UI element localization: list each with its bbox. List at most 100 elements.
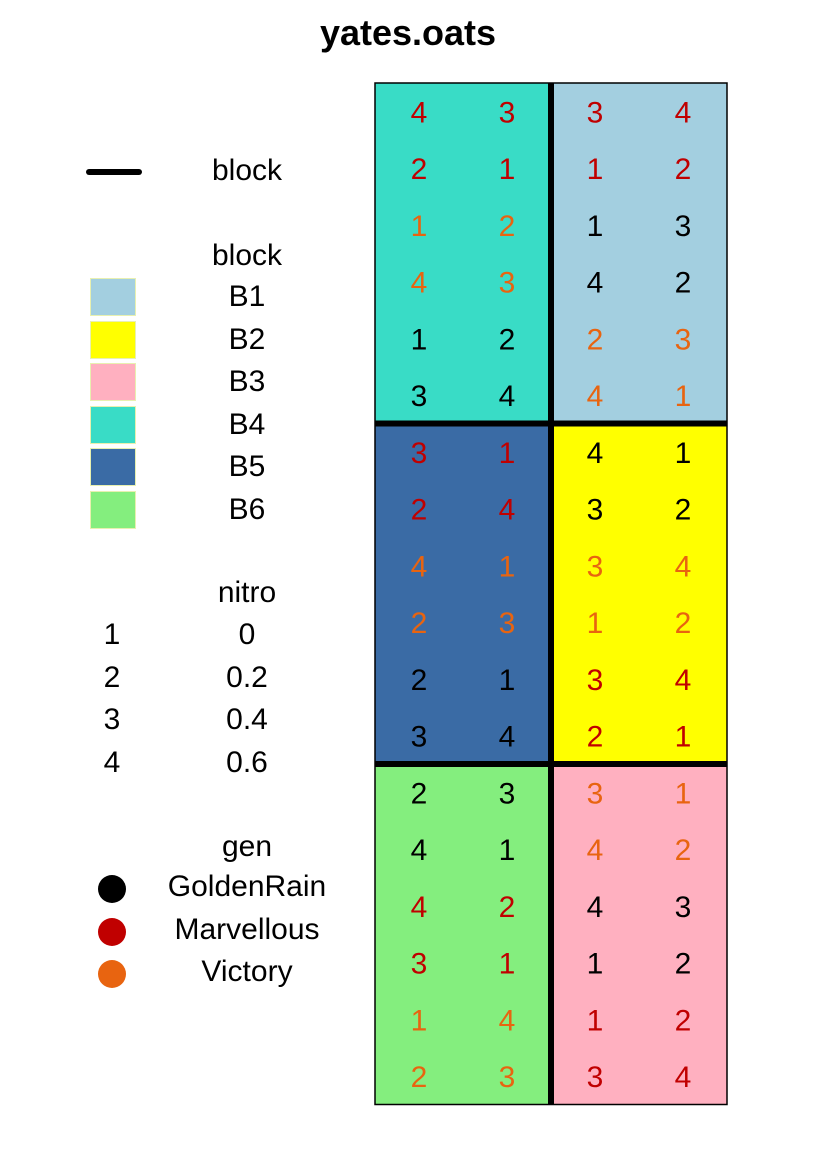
plot-cell: 3 <box>587 96 604 129</box>
block-region-b6 <box>375 764 551 1105</box>
plot-cell: 2 <box>411 153 428 186</box>
plot-cell: 4 <box>675 664 692 697</box>
nitro-value-2: 0.2 <box>226 660 268 694</box>
nitro-code-3: 3 <box>103 703 121 736</box>
plot-cell: 2 <box>587 323 604 356</box>
plot-cell: 2 <box>675 1004 692 1037</box>
plot-cell: 3 <box>499 96 516 129</box>
plot-cell: 1 <box>411 210 428 243</box>
plot-cell: 4 <box>675 1061 692 1094</box>
plot-cell: 4 <box>411 834 428 867</box>
block-swatch-b6 <box>90 490 136 529</box>
plot-cell: 3 <box>587 777 604 810</box>
block-region-b2 <box>551 423 727 764</box>
plot-cell: 3 <box>411 721 428 754</box>
plot-cell: 2 <box>499 891 516 924</box>
plot-cell: 2 <box>411 1061 428 1094</box>
plot-cell: 3 <box>675 323 692 356</box>
block-legend-label-b1: B1 <box>228 280 266 313</box>
nitro-value-3: 0.4 <box>226 703 268 736</box>
plot-cell: 2 <box>499 210 516 243</box>
block-legend-label-b2: B2 <box>228 322 266 356</box>
plot-cell: 2 <box>675 494 692 527</box>
block-region-b1 <box>551 83 727 424</box>
block-swatch-b1 <box>90 278 136 316</box>
plot-cell: 2 <box>411 607 428 640</box>
gen-dot-marvellous <box>98 917 126 946</box>
plot-cell: 1 <box>675 777 692 810</box>
plot-cell: 3 <box>411 948 428 981</box>
plot-cell: 1 <box>411 1004 428 1037</box>
plot-cell: 3 <box>499 1061 516 1094</box>
plot-cell: 3 <box>499 607 516 640</box>
plot-cell: 4 <box>499 494 516 527</box>
plot-cell: 3 <box>587 1061 604 1094</box>
plot-cell: 1 <box>675 437 692 470</box>
block-region-b3 <box>551 764 727 1105</box>
plot-cell: 1 <box>499 834 516 867</box>
gen-legend-label-marvellous: Marvellous <box>174 912 320 946</box>
plot-cell: 4 <box>675 550 692 583</box>
plot-cell: 4 <box>499 721 516 754</box>
plot-cell: 2 <box>411 494 428 527</box>
plot-cell: 2 <box>675 948 692 981</box>
nitro-code-4: 4 <box>103 745 121 779</box>
plot-cell: 1 <box>587 210 604 243</box>
plot-cell: 2 <box>675 153 692 186</box>
block-legend-label-b3: B3 <box>228 365 266 398</box>
nitro-value-4: 0.6 <box>226 745 268 779</box>
plot-cell: 1 <box>499 948 516 981</box>
gen-legend-label-goldenrain: GoldenRain <box>167 870 327 903</box>
plot-cell: 1 <box>499 153 516 186</box>
plot-cell: 1 <box>411 323 428 356</box>
plot-cell: 2 <box>675 834 692 867</box>
block-legend-label-b5: B5 <box>228 450 266 483</box>
plot-cell: 4 <box>411 891 428 924</box>
plot-cell: 3 <box>499 777 516 810</box>
legend: block block B1 B2 B3 B4 B5 B6 nitro 1 0 2 0.2 3 0.… <box>0 0 370 1174</box>
plot-cell: 3 <box>587 494 604 527</box>
plot-cell: 2 <box>411 777 428 810</box>
nitro-legend-title: nitro <box>217 576 277 609</box>
plot-cell: 1 <box>675 721 692 754</box>
plot-cell: 4 <box>587 267 604 300</box>
plot-cell: 4 <box>587 834 604 867</box>
plot-cell: 3 <box>411 380 428 413</box>
plot-cell: 1 <box>587 948 604 981</box>
plot-cell: 3 <box>587 664 604 697</box>
block-swatch-b5 <box>90 448 136 486</box>
plot-cell: 4 <box>587 380 604 413</box>
plot-cell: 1 <box>675 380 692 413</box>
plot-cell: 1 <box>587 607 604 640</box>
block-region-b4 <box>375 83 551 424</box>
plot-cell: 2 <box>587 721 604 754</box>
plot-cell: 1 <box>587 153 604 186</box>
plot-cell: 3 <box>675 210 692 243</box>
plot-cell: 1 <box>499 664 516 697</box>
block-line-key <box>86 169 142 175</box>
plot-cell: 2 <box>675 607 692 640</box>
block-swatch-b2 <box>90 320 136 359</box>
nitro-code-1: 1 <box>103 618 121 651</box>
plot-cell: 1 <box>587 1004 604 1037</box>
plot-cell: 2 <box>499 323 516 356</box>
chart-title: yates.oats <box>319 12 497 53</box>
plot-cell: 2 <box>675 267 692 300</box>
plot-cell: 4 <box>587 891 604 924</box>
plot-cell: 4 <box>411 550 428 583</box>
block-region-b5 <box>375 423 551 764</box>
gen-legend-title: gen <box>221 830 273 863</box>
gen-dot-goldenrain <box>98 875 126 903</box>
gen-legend-label-victory: Victory <box>201 955 293 988</box>
nitro-value-1: 0 <box>238 618 256 651</box>
gen-dot-victory <box>98 960 126 988</box>
block-legend-title: block <box>211 239 283 272</box>
plot-cell: 4 <box>499 1004 516 1037</box>
plot-cell: 1 <box>499 437 516 470</box>
block-line-label: block <box>211 154 283 187</box>
plot-cell: 4 <box>411 267 428 300</box>
plot-cell: 3 <box>675 891 692 924</box>
block-legend-label-b6: B6 <box>228 492 266 526</box>
plot-cell: 1 <box>499 550 516 583</box>
